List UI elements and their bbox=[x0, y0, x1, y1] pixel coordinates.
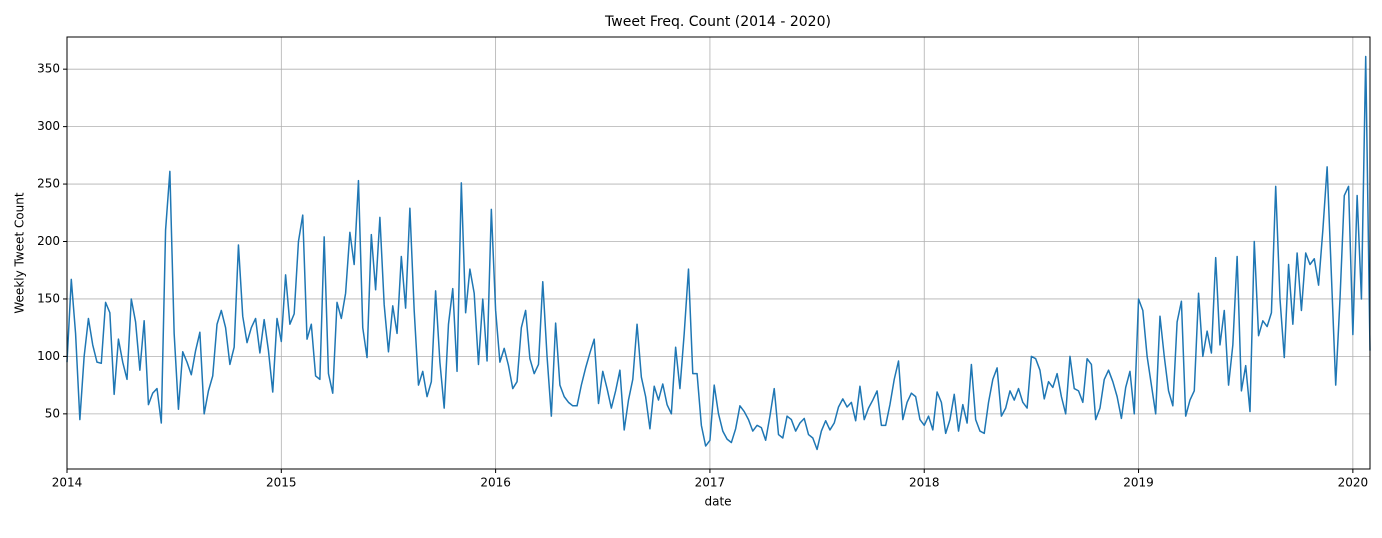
y-tick-label: 50 bbox=[45, 406, 60, 420]
x-tick-label: 2017 bbox=[695, 476, 726, 490]
axes-frame bbox=[66, 36, 1371, 470]
data-line bbox=[66, 55, 1371, 451]
x-tick-label: 2018 bbox=[909, 476, 940, 490]
x-tick-label: 2014 bbox=[52, 476, 83, 490]
y-tick-label: 250 bbox=[37, 177, 60, 191]
grid bbox=[66, 37, 1370, 469]
y-tick-label: 150 bbox=[37, 291, 60, 305]
chart-title: Tweet Freq. Count (2014 - 2020) bbox=[604, 14, 831, 30]
x-tick-label: 2020 bbox=[1338, 476, 1369, 490]
x-tick-label: 2019 bbox=[1123, 476, 1154, 490]
y-tick-label: 100 bbox=[37, 349, 60, 363]
y-axis-label: Weekly Tweet Count bbox=[13, 192, 27, 314]
x-tick-label: 2016 bbox=[480, 476, 511, 490]
x-axis-label: date bbox=[704, 495, 731, 509]
plot-area bbox=[66, 55, 1371, 451]
y-tick-label: 200 bbox=[37, 234, 60, 248]
y-tick-label: 350 bbox=[37, 62, 60, 76]
x-tick-label: 2015 bbox=[266, 476, 297, 490]
y-tick-label: 300 bbox=[37, 119, 60, 133]
